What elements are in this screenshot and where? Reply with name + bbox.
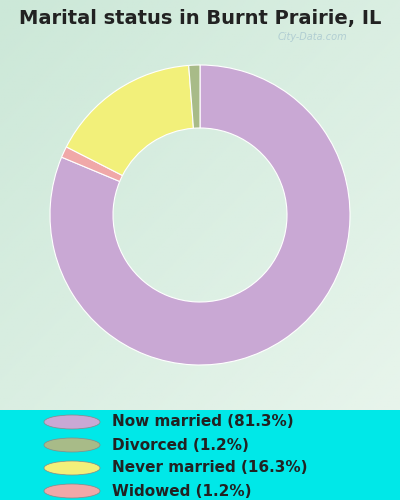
Circle shape xyxy=(44,415,100,429)
Text: Divorced (1.2%): Divorced (1.2%) xyxy=(112,438,249,452)
Text: Never married (16.3%): Never married (16.3%) xyxy=(112,460,308,475)
Wedge shape xyxy=(62,147,122,182)
Wedge shape xyxy=(189,65,200,128)
Circle shape xyxy=(44,461,100,475)
Wedge shape xyxy=(66,66,194,176)
Text: Marital status in Burnt Prairie, IL: Marital status in Burnt Prairie, IL xyxy=(19,9,381,28)
Text: Widowed (1.2%): Widowed (1.2%) xyxy=(112,484,252,498)
Text: City-Data.com: City-Data.com xyxy=(277,32,347,42)
Circle shape xyxy=(44,484,100,498)
Text: Now married (81.3%): Now married (81.3%) xyxy=(112,414,294,430)
Wedge shape xyxy=(50,65,350,365)
Circle shape xyxy=(44,438,100,452)
